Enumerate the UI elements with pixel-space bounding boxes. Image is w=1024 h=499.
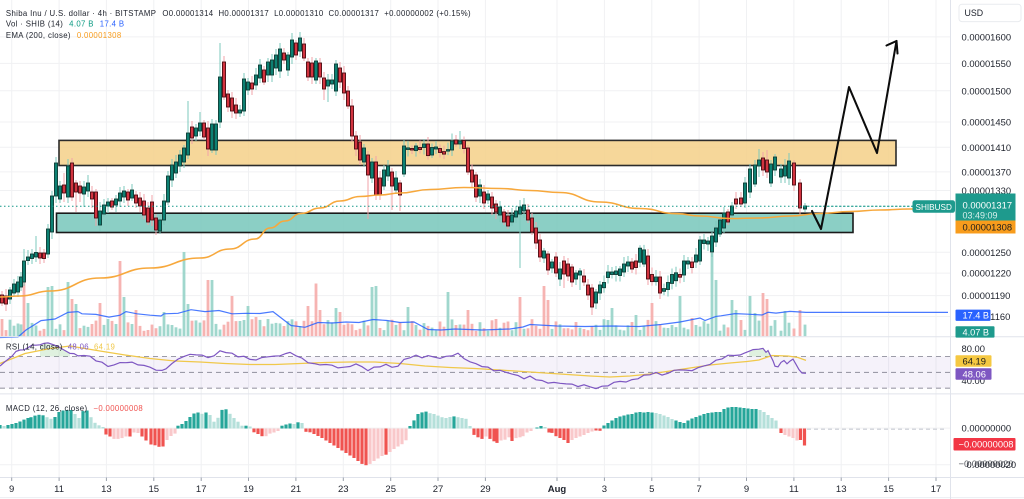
svg-text:48.06: 48.06: [963, 369, 986, 380]
svg-text:13: 13: [101, 484, 112, 495]
svg-text:0.00001308: 0.00001308: [963, 222, 1013, 233]
svg-text:0.00001550: 0.00001550: [962, 58, 1012, 69]
svg-text:11: 11: [54, 484, 64, 495]
svg-text:Aug: Aug: [548, 484, 567, 495]
svg-text:25: 25: [385, 484, 396, 495]
svg-text:7: 7: [696, 484, 701, 495]
svg-text:9: 9: [9, 484, 14, 495]
svg-text:0.00001220: 0.00001220: [962, 268, 1012, 279]
svg-text:13: 13: [836, 484, 847, 495]
svg-text:0.00001450: 0.00001450: [962, 117, 1012, 128]
svg-text:19: 19: [243, 484, 254, 495]
svg-text:17: 17: [196, 484, 207, 495]
svg-text:0.00001410: 0.00001410: [962, 142, 1012, 153]
svg-text:0.00001250: 0.00001250: [962, 247, 1012, 258]
svg-text:64.19: 64.19: [963, 356, 986, 367]
svg-text:MACD (12, 26, close)−0.0000000: MACD (12, 26, close) −0.00000008: [6, 404, 143, 413]
svg-text:0.00001370: 0.00001370: [962, 166, 1012, 177]
svg-text:15: 15: [883, 484, 894, 495]
svg-text:Shiba Inu / U.S. dollar · 4h ·: Shiba Inu / U.S. dollar · 4h · BITSTAMP O…: [6, 9, 471, 18]
svg-text:11: 11: [789, 484, 799, 495]
svg-text:9: 9: [744, 484, 749, 495]
svg-text:0.00001190: 0.00001190: [962, 290, 1011, 301]
svg-text:29: 29: [480, 484, 491, 495]
svg-text:0.00000020: 0.00000020: [967, 459, 1017, 470]
svg-text:4.07 B: 4.07 B: [963, 327, 990, 337]
svg-text:03:49:09: 03:49:09: [963, 211, 998, 221]
svg-text:0.00001317: 0.00001317: [963, 200, 1013, 211]
svg-text:SHIBUSD: SHIBUSD: [915, 203, 951, 212]
svg-text:40.00: 40.00: [962, 375, 985, 386]
svg-text:0.00001330: 0.00001330: [962, 185, 1012, 196]
svg-text:3: 3: [602, 484, 607, 495]
svg-text:21: 21: [291, 484, 302, 495]
svg-text:−0.00000020: −0.00000020: [959, 458, 1014, 469]
svg-text:0.00001500: 0.00001500: [962, 85, 1012, 96]
svg-text:17: 17: [931, 484, 942, 495]
svg-text:27: 27: [433, 484, 444, 495]
svg-text:−0.00000008: −0.00000008: [959, 439, 1014, 450]
svg-text:EMA (200, close)0.00001308: EMA (200, close) 0.00001308: [6, 31, 122, 40]
svg-text:15: 15: [149, 484, 160, 495]
svg-text:23: 23: [338, 484, 349, 495]
svg-text:80.00: 80.00: [962, 343, 985, 354]
svg-text:0.00001600: 0.00001600: [962, 31, 1012, 42]
svg-text:USD: USD: [965, 8, 984, 18]
svg-text:0.00000000: 0.00000000: [962, 423, 1012, 434]
svg-text:17.4 B: 17.4 B: [963, 311, 990, 321]
svg-text:5: 5: [649, 484, 654, 495]
